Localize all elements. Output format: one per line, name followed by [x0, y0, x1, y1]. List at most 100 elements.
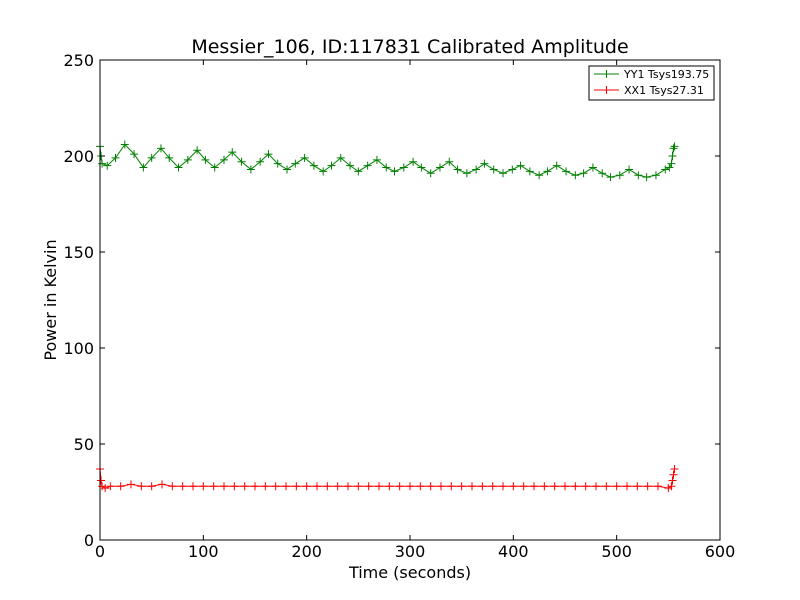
data-point	[346, 161, 355, 170]
x-tick-label: 200	[291, 542, 322, 561]
data-point	[668, 152, 677, 160]
data-point	[499, 482, 507, 491]
data-point	[103, 161, 112, 170]
data-point	[375, 482, 383, 491]
data-point	[101, 484, 110, 493]
x-tick-label: 300	[395, 542, 426, 561]
data-point	[457, 482, 466, 491]
data-point	[535, 171, 544, 180]
plot-area	[100, 60, 720, 540]
data-point	[665, 163, 674, 172]
data-point	[300, 153, 309, 162]
data-point	[292, 482, 301, 491]
x-axis-title: Time (seconds)	[348, 563, 471, 582]
data-point	[406, 482, 414, 491]
data-point	[670, 464, 679, 473]
data-point	[530, 482, 538, 491]
data-point	[137, 482, 146, 491]
data-point	[382, 163, 391, 172]
data-point	[571, 482, 580, 491]
data-point	[669, 470, 678, 479]
x-tick-label: 600	[705, 542, 736, 561]
x-tick-label: 400	[498, 542, 529, 561]
data-point	[488, 482, 497, 491]
data-point	[199, 482, 208, 491]
data-point	[426, 482, 435, 491]
y-tick-label: 200	[63, 147, 94, 166]
data-point	[426, 169, 435, 178]
data-point	[437, 482, 445, 491]
data-point	[390, 167, 399, 176]
data-point	[230, 482, 239, 491]
data-point	[309, 161, 318, 170]
data-point	[246, 165, 255, 174]
data-point	[333, 482, 342, 491]
data-point	[550, 482, 559, 491]
y-tick-label: 50	[74, 435, 94, 454]
data-point	[228, 148, 237, 157]
legend-label-xx1: XX1 Tsys27.31	[624, 84, 704, 97]
data-point	[111, 153, 120, 162]
data-point	[447, 482, 456, 491]
data-point	[552, 161, 561, 170]
legend-marker-xx1	[602, 86, 611, 94]
y-axis-title: Power in Kelvin	[41, 239, 60, 360]
y-tick-label: 250	[63, 51, 94, 70]
data-point	[561, 482, 569, 491]
data-point	[363, 161, 372, 170]
data-point	[623, 482, 631, 491]
data-point	[478, 482, 487, 491]
data-point	[165, 153, 174, 162]
data-point	[395, 482, 404, 491]
data-point	[209, 482, 218, 491]
data-point	[417, 163, 426, 172]
data-point	[472, 165, 481, 174]
data-point	[261, 482, 270, 491]
data-point	[633, 482, 642, 491]
data-point	[323, 482, 332, 491]
data-point	[667, 159, 676, 168]
data-point	[174, 163, 183, 172]
data-point	[354, 167, 363, 176]
data-point	[667, 482, 676, 491]
series-markers-0	[96, 140, 679, 182]
data-point	[183, 155, 192, 164]
data-point	[579, 169, 588, 178]
data-point	[642, 173, 651, 182]
data-point	[201, 155, 210, 164]
data-point	[416, 482, 425, 491]
data-point	[606, 173, 615, 182]
data-point	[283, 165, 292, 174]
y-tick-label: 0	[84, 531, 94, 550]
data-point	[453, 165, 462, 174]
data-point	[598, 169, 607, 178]
legend: YY1 Tsys193.75 XX1 Tsys27.31	[588, 65, 715, 101]
data-point	[654, 482, 662, 491]
data-point	[116, 482, 125, 491]
data-point	[509, 482, 518, 491]
legend-marker-yy1	[602, 70, 611, 78]
data-point	[256, 157, 265, 166]
data-point	[399, 163, 408, 172]
data-point	[336, 153, 345, 162]
data-point	[602, 482, 611, 491]
data-point	[516, 161, 525, 170]
data-point	[156, 144, 165, 153]
data-point	[273, 159, 282, 168]
data-point	[669, 144, 678, 153]
data-point	[525, 167, 534, 176]
data-point	[634, 171, 643, 180]
data-point	[651, 171, 660, 180]
data-point	[540, 482, 549, 491]
x-tick-label: 100	[188, 542, 219, 561]
data-point	[344, 482, 352, 491]
data-point	[237, 157, 246, 166]
data-point	[193, 146, 202, 155]
data-point	[251, 482, 259, 491]
data-point	[147, 482, 156, 491]
data-point	[178, 482, 187, 491]
data-point	[220, 482, 228, 491]
data-point	[313, 482, 321, 491]
data-point	[562, 167, 571, 176]
